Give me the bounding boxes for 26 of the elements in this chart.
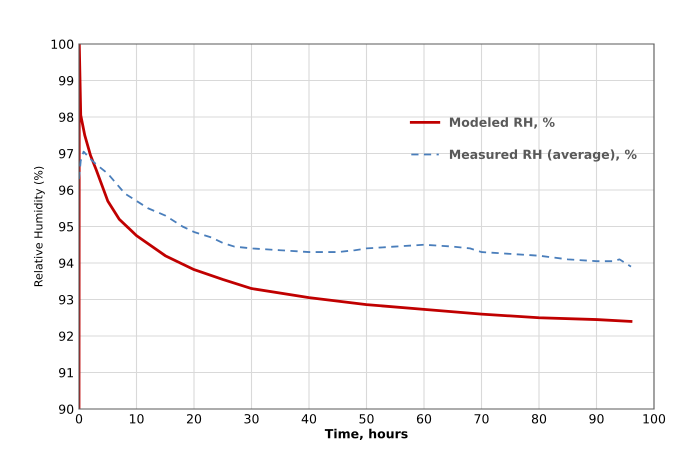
y-tick-label: 92 [59, 331, 73, 341]
x-tick-label: 30 [244, 414, 259, 424]
x-axis-title: Time, hours [324, 428, 408, 440]
y-tick-label: 90 [59, 404, 74, 414]
x-tick-label: 90 [589, 414, 604, 424]
y-tick-label: 93 [59, 294, 74, 304]
legend-label: Modeled RH, % [450, 117, 555, 129]
y-tick-label: 91 [59, 368, 73, 378]
x-tick-label: 80 [532, 414, 546, 424]
y-axis-title: Relative Humidity (%) [34, 166, 45, 286]
x-tick-label: 100 [643, 414, 666, 424]
x-tick-label: 0 [76, 414, 82, 424]
y-tick-label: 95 [59, 222, 74, 232]
x-tick-label: 20 [186, 414, 202, 424]
legend-label: Measured RH (average), % [450, 149, 637, 162]
x-tick-label: 50 [360, 414, 374, 424]
x-tick-label: 40 [302, 414, 316, 424]
x-tick-label: 10 [130, 414, 144, 424]
y-tick-label: 99 [59, 76, 74, 86]
y-tick-label: 98 [59, 112, 74, 122]
y-tick-label: 97 [59, 148, 74, 158]
x-tick-label: 70 [474, 414, 489, 424]
y-tick-label: 96 [59, 185, 74, 195]
y-tick-label: 94 [59, 258, 74, 268]
x-tick-label: 60 [416, 414, 432, 424]
y-tick-label: 100 [52, 39, 74, 49]
